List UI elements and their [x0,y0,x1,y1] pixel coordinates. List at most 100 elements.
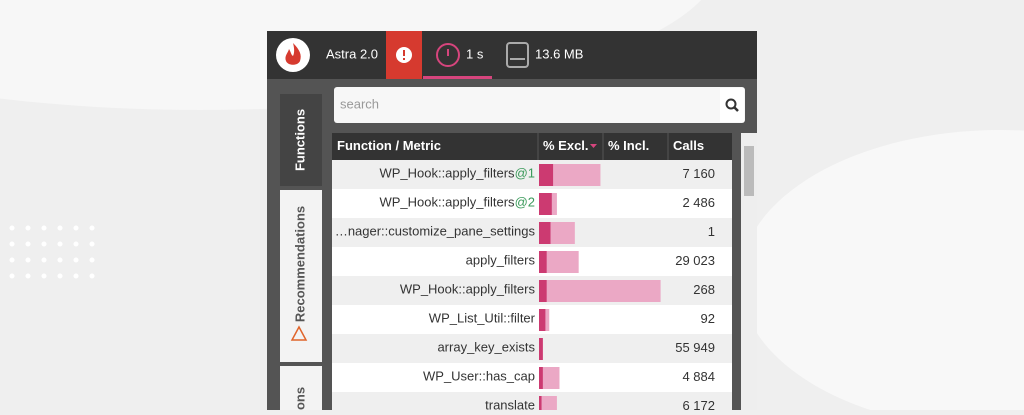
function-label: array_key_exists [437,340,535,355]
function-label: translate [485,398,535,410]
incl-bar [539,164,601,186]
bg-dot [57,273,63,279]
incl-bar [539,367,560,389]
alert-icon-dot [403,58,405,60]
incl-bar [539,251,579,273]
bg-dot [73,241,79,247]
bg-dot [89,225,95,231]
alert-icon-mark [403,50,405,56]
function-name: WP_Hook::apply_filters [400,282,536,297]
excl-bar [539,193,552,215]
table-row [332,363,732,392]
function-name: array_key_exists [437,340,535,355]
bg-dot [57,241,63,247]
function-label: WP_User::has_cap [423,369,535,384]
excl-bar [539,396,542,415]
search-button[interactable] [720,88,744,122]
excl-bar [539,338,543,360]
search-icon-handle [733,106,739,112]
table-row [332,189,732,218]
function-label: WP_Hook::apply_filters [379,166,515,181]
memory: 13.6 MB [535,46,583,61]
table-row [332,392,732,415]
calls: 2 486 [682,195,715,210]
excl-bar [539,280,547,302]
incl-bar [539,396,557,415]
excl-bar [539,309,546,331]
table-row [332,334,732,363]
function-label: WP_List_Util::filter [429,311,536,326]
calls: 7 160 [682,166,715,181]
function-label: WP_Hook::apply_filters [400,282,536,297]
bg-dot [89,257,95,263]
function-label: WP_Hook::apply_filters [379,195,515,210]
bg-swirl [740,130,1024,415]
logo [276,38,310,72]
bg-dot [57,225,63,231]
tab[interactable] [280,190,322,362]
bg-dot [25,273,31,279]
bg-dots [9,225,95,279]
function-name: apply_filters [466,253,536,268]
app-name: Astra 2.0 [326,46,378,61]
warning-icon [290,325,308,341]
bg-dot [73,257,79,263]
tab-label: Functions [292,109,307,171]
logo-flame [285,43,301,65]
table-row [332,160,732,189]
column-header: % Excl. [543,138,589,153]
table-row [332,218,732,247]
tab-active[interactable] [280,94,322,186]
search-icon [725,98,737,110]
timer-icon [436,43,460,67]
function-name: translate [485,398,535,410]
memory-icon [506,42,529,68]
bg-dot [25,241,31,247]
column-header: % Incl. [608,138,649,153]
time: 1 s [466,46,484,61]
scroll-thumb[interactable] [744,146,754,196]
search-input[interactable] [334,87,745,123]
sort-arrow[interactable] [590,144,597,148]
active-underline [423,76,492,79]
bg-dot [73,273,79,279]
bg-dot [9,257,15,263]
excl-bar [539,164,554,186]
bg-dot [73,225,79,231]
function-name: WP_Hook::apply_filters@2 [379,195,535,210]
function-label: …nager::customize_pane_settings [335,224,536,239]
excl-bar [539,251,547,273]
function-name: …nager::customize_pane_settings [335,224,536,239]
column-header: Calls [673,138,704,153]
bg-dot [41,257,47,263]
table-row [332,276,732,305]
calls: 29 023 [675,253,715,268]
bg-dot [41,241,47,247]
table-row [332,247,732,276]
excl-bar [539,222,551,244]
tab-label: Recommendations [292,206,307,322]
scrollbar [741,133,757,410]
call-index: @1 [515,166,535,181]
column-header: Function / Metric [337,138,441,153]
bg-dot [89,241,95,247]
tab[interactable] [280,366,322,415]
bg-dot [9,273,15,279]
bg-dot [41,225,47,231]
bg-dot [25,257,31,263]
bg-dot [25,225,31,231]
bg-dot [9,241,15,247]
excl-bar [539,367,543,389]
calls: 92 [701,311,715,326]
function-name: WP_Hook::apply_filters@1 [379,166,535,181]
top-bar [267,31,757,79]
table-row [332,305,732,334]
search-placeholder: search [340,96,379,111]
function-name: WP_List_Util::filter [429,311,536,326]
calls: 4 884 [682,369,715,384]
bg-dot [9,225,15,231]
calls: 6 172 [682,398,715,410]
calls: 1 [708,224,715,239]
